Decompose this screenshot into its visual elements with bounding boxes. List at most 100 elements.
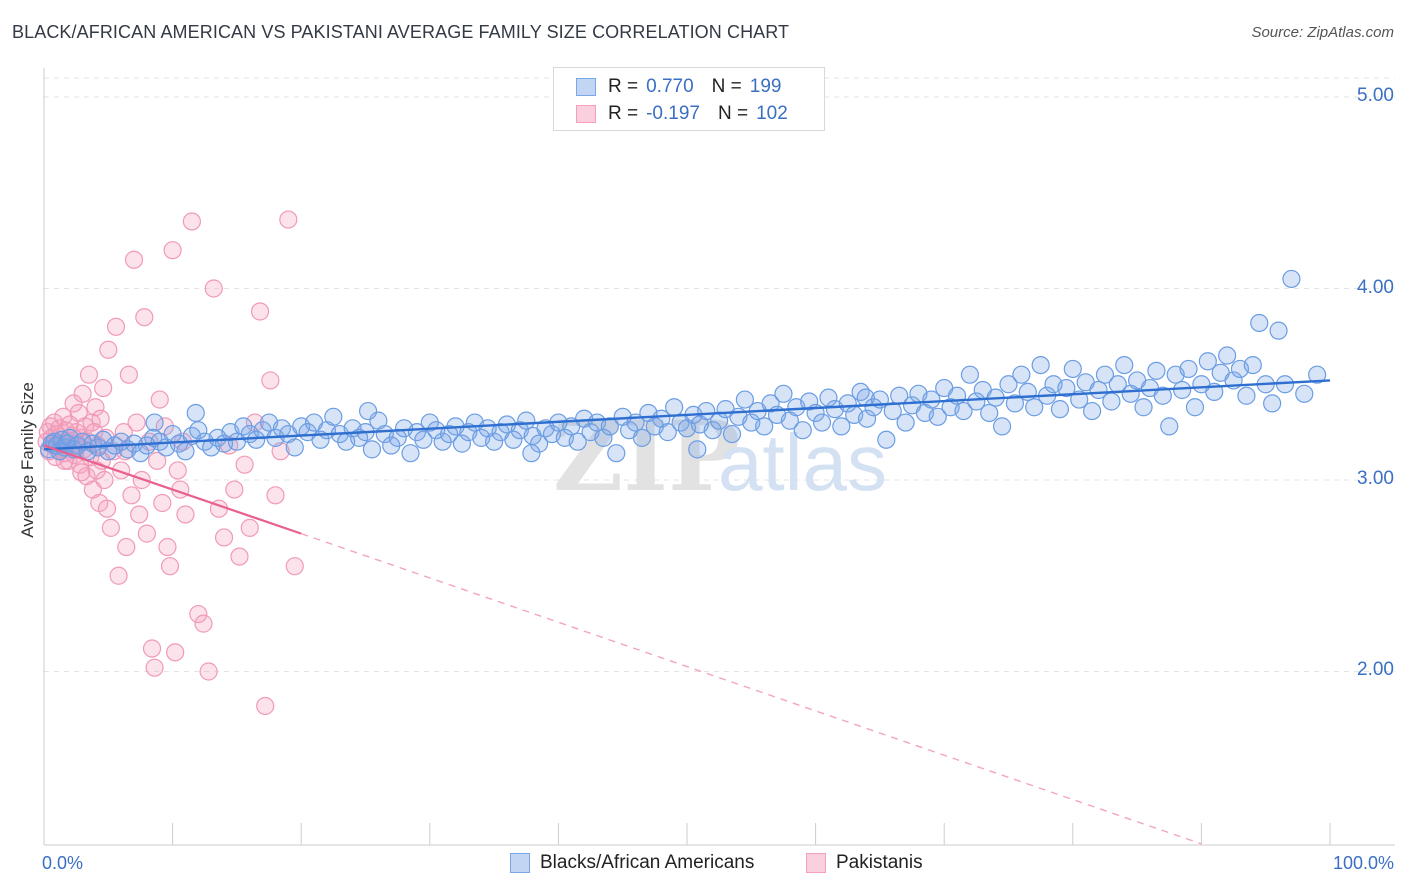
black-african-american-point: [358, 401, 378, 421]
black-african-american-point: [1070, 390, 1089, 409]
pakistani-point: [106, 317, 126, 336]
black-african-american-point: [1243, 356, 1262, 375]
black-african-american-point: [883, 401, 902, 421]
black-african-american-point: [1031, 356, 1050, 375]
x-tick-label-max: 100.0%: [1332, 853, 1394, 873]
black-african-american-point: [928, 407, 947, 426]
pakistani-point: [150, 390, 169, 409]
legend-row-blue: R = 0.770 N = 199: [576, 75, 781, 99]
pakistani-point: [99, 340, 118, 359]
chart-title: BLACK/AFRICAN AMERICAN VS PAKISTANI AVER…: [12, 22, 790, 42]
pakistani-point: [271, 442, 290, 461]
black-african-american-point: [1308, 365, 1327, 384]
chart-source: Source: ZipAtlas.com: [1251, 24, 1394, 41]
black-african-american-point: [722, 424, 742, 444]
black-african-american-point: [1185, 398, 1205, 417]
black-african-american-point: [761, 394, 780, 413]
bottom-legend-swatch-pink: [806, 853, 826, 873]
pakistani-point: [163, 241, 182, 260]
pakistani-point: [137, 524, 156, 543]
pakistani-point: [124, 250, 144, 269]
pakistani-point: [153, 493, 172, 513]
black-african-american-point: [851, 382, 870, 402]
black-african-american-point: [658, 423, 677, 442]
black-african-american-point: [954, 401, 973, 421]
watermark-atlas: atlas: [718, 418, 887, 507]
black-african-american-points: [40, 269, 1327, 463]
bottom-legend-label-blue: Blacks/African Americans: [540, 852, 755, 873]
bottom-legend-item-blue: Blacks/African Americans: [510, 852, 754, 874]
black-african-american-point: [755, 417, 774, 436]
black-african-american-point: [607, 444, 626, 463]
trend-lines: [43, 379, 1331, 845]
black-african-american-point: [414, 430, 433, 449]
pakistani-point: [189, 604, 208, 624]
legend-n-label: N =: [717, 103, 749, 124]
pakistani-point: [109, 566, 128, 585]
legend-r-value: -0.197: [646, 103, 700, 124]
y-tick-label-4: 4.00: [1357, 277, 1394, 298]
legend-n-value: 102: [756, 103, 788, 124]
pakistani-point: [279, 210, 298, 229]
pakistani-point: [86, 398, 105, 417]
black-african-american-point: [1173, 380, 1192, 400]
black-african-american-point: [632, 428, 652, 447]
black-african-american-point: [922, 390, 941, 409]
pakistani-point: [225, 480, 244, 499]
black-african-american-point: [1063, 359, 1082, 379]
black-african-american-point: [812, 413, 832, 432]
pakistani-point: [194, 614, 213, 633]
black-african-american-point: [1057, 378, 1076, 398]
y-tick-label-5: 5.00: [1357, 85, 1394, 106]
black-african-american-point: [530, 434, 549, 453]
pakistani-point: [94, 378, 113, 398]
black-african-american-point: [1082, 401, 1102, 421]
pakistani-point: [285, 557, 304, 576]
black-african-american-point: [1250, 313, 1269, 333]
pakistani-point: [135, 308, 154, 327]
black-african-american-point: [145, 413, 164, 432]
black-african-american-point: [485, 432, 504, 451]
legend-r-value: 0.770: [646, 76, 694, 97]
pakistani-point: [256, 696, 275, 716]
black-african-american-point: [1198, 352, 1217, 371]
pakistani-point: [101, 518, 120, 537]
pakistani-point: [145, 658, 164, 677]
black-african-american-point: [665, 398, 684, 417]
black-african-american-point: [1134, 398, 1153, 417]
black-african-american-point: [94, 430, 113, 449]
black-african-american-point: [967, 392, 986, 411]
pakistani-point: [166, 643, 185, 662]
black-african-american-point: [522, 444, 541, 463]
black-african-american-point: [401, 444, 420, 463]
pakistani-point: [214, 528, 234, 547]
pakistani-point: [176, 505, 195, 524]
pakistani-point: [148, 451, 167, 470]
black-african-american-point: [1153, 386, 1172, 405]
pakistani-point: [199, 662, 218, 681]
black-african-american-point: [362, 440, 382, 459]
legend-r-label: R =: [608, 76, 639, 97]
legend-r-label: R =: [608, 103, 639, 124]
pakistani-point: [72, 463, 91, 482]
black-african-american-point: [703, 421, 722, 440]
pakistani-point: [112, 461, 131, 480]
black-african-american-point: [1218, 346, 1237, 365]
black-african-american-point: [1179, 359, 1198, 379]
black-african-american-point: [1095, 365, 1115, 384]
pakistani-point: [91, 409, 110, 428]
black-african-american-point: [688, 440, 707, 459]
pakistani-point: [95, 470, 114, 490]
black-african-american-point: [1295, 384, 1314, 403]
black-african-american-point: [1012, 365, 1031, 384]
black-african-american-point: [832, 417, 851, 436]
pakistani-points: [37, 210, 304, 716]
black-african-american-point: [504, 430, 523, 449]
black-african-american-point: [1025, 398, 1044, 417]
pakistani-point: [168, 461, 187, 480]
x-tick-label-min: 0.0%: [42, 853, 84, 873]
pakistani-point: [97, 499, 117, 518]
pakistani-point: [130, 505, 149, 524]
black-african-american-point: [1005, 394, 1025, 413]
